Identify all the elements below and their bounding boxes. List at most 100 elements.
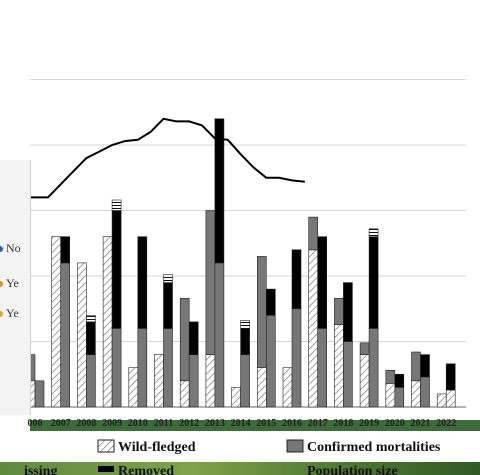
- bar-removed-2022: [445, 363, 456, 391]
- x-tick-2009: 2009: [102, 418, 122, 429]
- bar-confirmed-mortalities-2015: [265, 314, 276, 408]
- bar-confirmed-mortalities-2020: [385, 369, 396, 384]
- x-tick-2020: 2020: [385, 418, 405, 429]
- bar-confirmed-mortalities-2012: [188, 354, 199, 408]
- bar-confirmed-mortalities-2019: [368, 328, 379, 408]
- x-tick-2007: 2007: [51, 418, 71, 429]
- legend-label-confirmed-mortalities: Confirmed mortalities: [307, 440, 441, 455]
- bar-removed-2018: [343, 282, 353, 342]
- background-foliage: [0, 462, 480, 475]
- overlay-dot-3: [0, 311, 3, 317]
- bar-removed-2010: [137, 236, 148, 329]
- bar-wild-fledged-2021: [411, 380, 421, 408]
- bar-confirmed-mortalities-2011: [163, 328, 173, 408]
- bar-removed-2009: [111, 210, 122, 329]
- bar-removed-2016: [291, 249, 302, 310]
- legend-swatch-confirmed-mortalities: [286, 439, 304, 453]
- bar-confirmed-mortalities-2021: [420, 376, 430, 408]
- bar-wild-fledged-2012: [179, 380, 190, 408]
- overlay-label-1: No: [6, 241, 21, 255]
- bar-wild-fledged-2018: [334, 324, 344, 408]
- bar-confirmed-mortalities-2019: [359, 342, 370, 355]
- bar-wild-fledged-2007: [51, 236, 62, 408]
- bar-removed-2019: [368, 236, 379, 329]
- bar-confirmed-mortalities-2017: [317, 328, 328, 408]
- bar-confirmed-mortalities-2006: [34, 380, 45, 408]
- bar-removed-2013: [214, 118, 225, 264]
- x-tick-2018: 2018: [333, 418, 353, 429]
- bar-unknown-2019: [368, 228, 379, 238]
- bar-confirmed-mortalities-2021: [411, 351, 421, 382]
- bar-confirmed-mortalities-2018: [343, 341, 353, 408]
- bar-wild-fledged-2022: [445, 389, 456, 408]
- bar-confirmed-mortalities-2013: [214, 262, 225, 408]
- bar-confirmed-mortalities-2015: [256, 256, 267, 368]
- bar-removed-2015: [265, 288, 276, 316]
- legend: Wild-fledged Confirmed mortalities issin…: [0, 431, 480, 475]
- legend-label-missing: issing: [24, 464, 57, 475]
- overlay-dot-1: [0, 246, 3, 252]
- bar-wild-fledged-2017: [308, 249, 319, 408]
- bar-unknown-2011: [163, 274, 173, 283]
- legend-label-wild-fledged: Wild-fledged: [118, 440, 196, 455]
- bar-confirmed-mortalities-2012: [179, 297, 190, 382]
- legend-swatch-wild-fledged: [97, 439, 115, 453]
- bar-removed-2017: [317, 236, 328, 329]
- bar-confirmed-mortalities-2013: [205, 210, 216, 355]
- bar-wild-fledged-2011: [154, 354, 164, 408]
- bar-removed-2014: [240, 328, 250, 355]
- x-tick-2015: 2015: [256, 418, 276, 429]
- bar-confirmed-mortalities-2017: [308, 216, 319, 251]
- legend-swatch-removed: [98, 466, 114, 472]
- bar-wild-fledged-2009: [102, 236, 113, 408]
- legend-label-removed: Removed: [118, 464, 174, 475]
- bar-wild-fledged-2016: [282, 367, 293, 408]
- bar-removed-2021: [420, 354, 430, 378]
- overlay-label-3: Ye: [6, 306, 19, 320]
- bar-wild-fledged-2020: [385, 383, 396, 408]
- x-tick-2017: 2017: [308, 418, 328, 429]
- bar-confirmed-mortalities-2014: [240, 354, 250, 408]
- legend-background: [0, 431, 480, 462]
- x-tick-2013: 2013: [205, 418, 225, 429]
- x-tick-2019: 2019: [359, 418, 379, 429]
- bar-confirmed-mortalities-2007: [60, 262, 71, 408]
- bar-confirmed-mortalities-2008: [86, 354, 96, 408]
- x-tick-2014: 2014: [231, 418, 251, 429]
- x-tick-2006: 006: [28, 418, 43, 429]
- x-tick-2021: 2021: [411, 418, 431, 429]
- x-tick-2016: 2016: [282, 418, 302, 429]
- population-line: [22, 117, 305, 199]
- bar-removed-2020: [394, 373, 405, 388]
- bar-removed-2008: [86, 321, 96, 355]
- bar-confirmed-mortalities-2009: [111, 328, 122, 408]
- bar-confirmed-mortalities-2010: [137, 328, 148, 408]
- x-tick-2022: 2022: [436, 418, 456, 429]
- x-tick-2008: 2008: [76, 418, 96, 429]
- bar-removed-2011: [163, 282, 173, 329]
- chart-right-frame: [466, 0, 480, 420]
- bar-wild-fledged-2015: [256, 367, 267, 408]
- bar-confirmed-mortalities-2016: [291, 308, 302, 408]
- bar-removed-2007: [60, 236, 71, 264]
- bar-wild-fledged-2008: [77, 262, 87, 408]
- x-tick-2012: 2012: [179, 418, 199, 429]
- bar-unknown-2009: [111, 199, 122, 211]
- x-tick-2010: 2010: [128, 418, 148, 429]
- x-tick-labels: 006 2007 2008 2009 2010 2011 2012 2013 2014 2015 2…: [28, 418, 457, 429]
- legend-label-population-size: Population size: [307, 464, 398, 475]
- bar-wild-fledged-2022: [436, 393, 447, 408]
- overlay-label-2: Ye: [6, 276, 19, 290]
- bar-wild-fledged-2014: [231, 387, 241, 408]
- bar-unknown-2014: [240, 320, 250, 329]
- x-tick-2011: 2011: [154, 418, 173, 429]
- bar-removed-2012: [188, 321, 199, 355]
- population-size-line: [22, 117, 305, 199]
- bar-confirmed-mortalities-2020: [394, 387, 405, 408]
- overlay-panel: No Ye Ye: [0, 160, 31, 415]
- overlay-dot-2: [0, 281, 3, 287]
- bar-confirmed-mortalities-2018: [334, 297, 344, 325]
- bar-wild-fledged-2019: [359, 354, 370, 408]
- bar-wild-fledged-2013: [205, 354, 216, 408]
